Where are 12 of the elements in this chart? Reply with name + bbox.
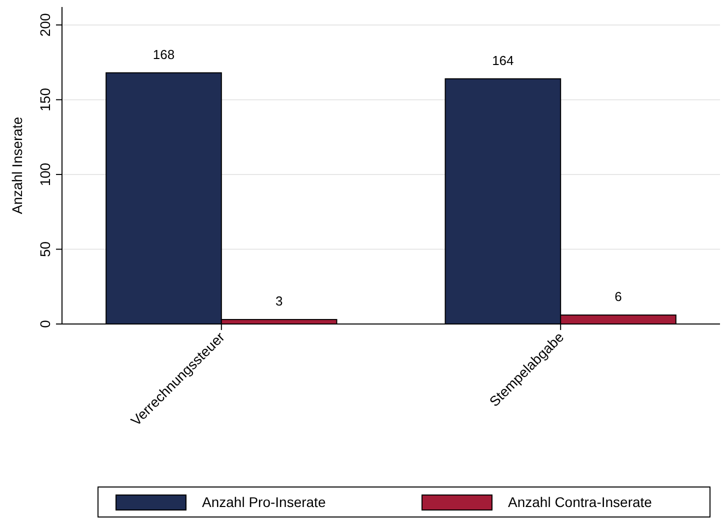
y-tick-label: 0 (37, 320, 53, 328)
y-tick-label: 50 (37, 241, 53, 258)
data-label: 3 (275, 294, 283, 309)
y-tick-label: 100 (37, 162, 53, 186)
y-tick-label: 150 (37, 88, 53, 112)
y-axis-title: Anzahl Inserate (9, 116, 25, 214)
data-label: 168 (152, 46, 175, 62)
legend-label: Anzahl Contra-Inserate (508, 494, 652, 510)
y-tick-label: 200 (37, 13, 53, 37)
data-label: 164 (492, 52, 514, 68)
data-label: 6 (614, 289, 622, 304)
legend-label: Anzahl Pro-Inserate (202, 494, 326, 510)
